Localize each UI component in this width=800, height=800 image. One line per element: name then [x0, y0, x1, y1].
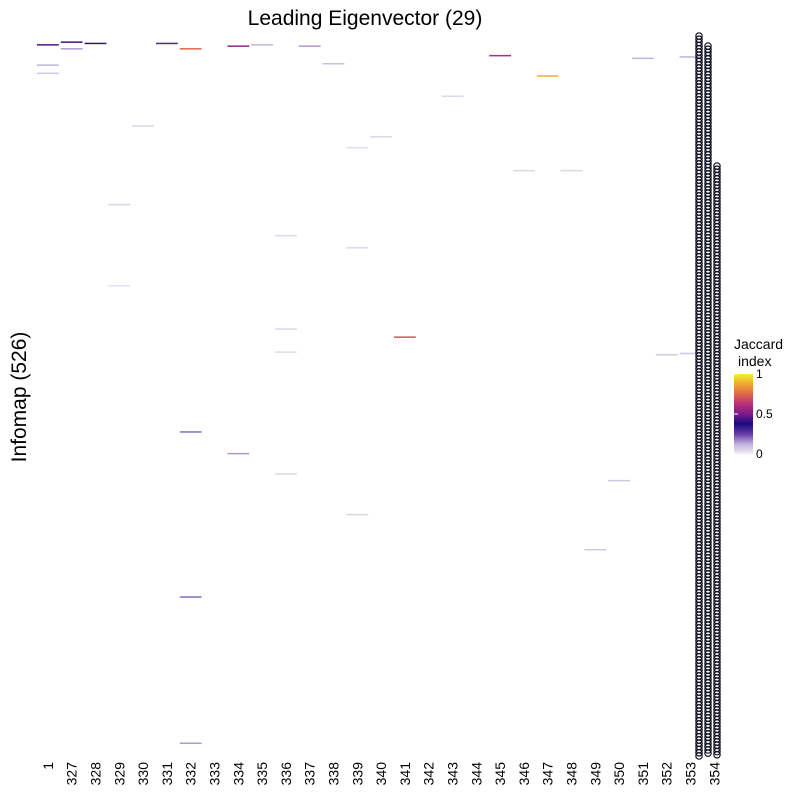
heatmap-cell	[60, 48, 83, 50]
chart-title: Leading Eigenvector (29)	[248, 7, 483, 30]
x-tick-label: 330	[135, 762, 151, 786]
heatmap-cell	[394, 336, 416, 338]
x-tick-label: 354	[706, 762, 722, 786]
x-tick-label: 352	[659, 762, 675, 786]
heatmap-cell	[251, 44, 273, 46]
heatmap-cell	[179, 742, 202, 744]
heatmap-cells	[37, 41, 702, 744]
x-tick-label: 1	[40, 762, 56, 770]
heatmap-cell	[536, 75, 559, 77]
heatmap-cell	[489, 54, 511, 57]
colorbar-tick-label: 1	[756, 367, 763, 381]
heatmap-cell	[275, 328, 297, 330]
x-tick-label: 337	[302, 762, 318, 786]
heatmap-cell	[37, 44, 59, 46]
x-tick-label: 353	[683, 762, 699, 786]
x-tick-label: 347	[540, 762, 556, 786]
x-tick-label: 342	[421, 762, 437, 786]
dendrogram-node	[704, 749, 712, 758]
heatmap-cell	[179, 431, 202, 433]
x-tick-label: 331	[159, 762, 175, 786]
x-tick-label: 348	[564, 762, 580, 786]
x-tick-label: 333	[207, 762, 223, 786]
heatmap-cell	[298, 45, 321, 47]
colorbar-tick-label: 0.5	[756, 407, 773, 421]
heatmap-cell	[441, 95, 464, 97]
x-tick-label: 329	[111, 762, 127, 786]
dendrogram-node	[713, 747, 721, 756]
heatmap-cell	[227, 452, 250, 455]
legend-title-line2: index	[738, 353, 771, 369]
heatmap-cell	[108, 203, 131, 206]
x-tick-label: 336	[278, 762, 294, 786]
heatmap-cell	[156, 42, 178, 45]
heatmap-cell	[679, 56, 702, 58]
x-tick-label: 334	[230, 762, 246, 786]
heatmap-cell	[608, 479, 630, 482]
heatmap-cell	[632, 57, 654, 60]
dendrogram-node	[695, 752, 703, 760]
heatmap-cell	[560, 169, 583, 172]
x-tick-labels: 1 327 328 329 330 331 332 333 334 335 336 337 338 339…	[40, 762, 722, 786]
x-tick-label: 351	[635, 762, 651, 786]
x-tick-label: 332	[183, 762, 199, 786]
dendrogram-node	[695, 748, 703, 757]
heatmap-cell	[346, 247, 369, 249]
heatmap-cell	[179, 596, 202, 598]
heatmap-cell	[275, 234, 297, 237]
heatmap-cell	[108, 285, 131, 287]
heatmap-cell	[679, 352, 702, 355]
heatmap-cell	[346, 146, 369, 149]
x-tick-label: 346	[516, 762, 532, 786]
x-tick-label: 338	[326, 762, 342, 786]
x-tick-label: 340	[373, 762, 389, 786]
heatmap-cell	[584, 549, 607, 551]
x-tick-label: 350	[611, 762, 627, 786]
colorbar-legend: Jaccard index 0 0.5 1	[734, 336, 783, 461]
x-tick-label: 349	[587, 762, 603, 786]
x-tick-label: 341	[397, 762, 413, 786]
dendrogram-column	[695, 32, 721, 760]
colorbar-tick-label: 0	[756, 447, 763, 461]
dendrogram-node	[704, 746, 712, 754]
colorbar-gradient	[734, 374, 753, 454]
heatmap-cell	[37, 64, 59, 66]
heatmap-cell	[60, 41, 83, 43]
x-tick-label: 344	[468, 762, 484, 786]
heatmap-cell	[227, 45, 250, 47]
heatmap-cell	[179, 48, 202, 50]
heatmap-cell	[346, 513, 369, 516]
heatmap-cell	[275, 351, 297, 353]
heatmap-cell	[322, 63, 345, 65]
x-tick-label: 339	[349, 762, 365, 786]
heatmap-cell	[84, 42, 107, 45]
dendrogram-node	[713, 750, 721, 759]
x-tick-label: 327	[64, 762, 80, 786]
x-tick-label: 343	[445, 762, 461, 786]
heatmap-cell	[370, 136, 392, 138]
x-tick-label: 345	[492, 762, 508, 786]
heatmap-cell	[655, 354, 678, 356]
legend-title-line1: Jaccard	[734, 336, 783, 352]
x-tick-label: 328	[88, 762, 104, 786]
heatmap-cell	[275, 473, 297, 475]
y-axis-label: Infomap (526)	[8, 332, 31, 463]
heatmap-cell	[37, 72, 59, 74]
heatmap-cell	[513, 169, 535, 172]
heatmap-cell	[132, 125, 154, 127]
x-tick-label: 335	[254, 762, 270, 786]
